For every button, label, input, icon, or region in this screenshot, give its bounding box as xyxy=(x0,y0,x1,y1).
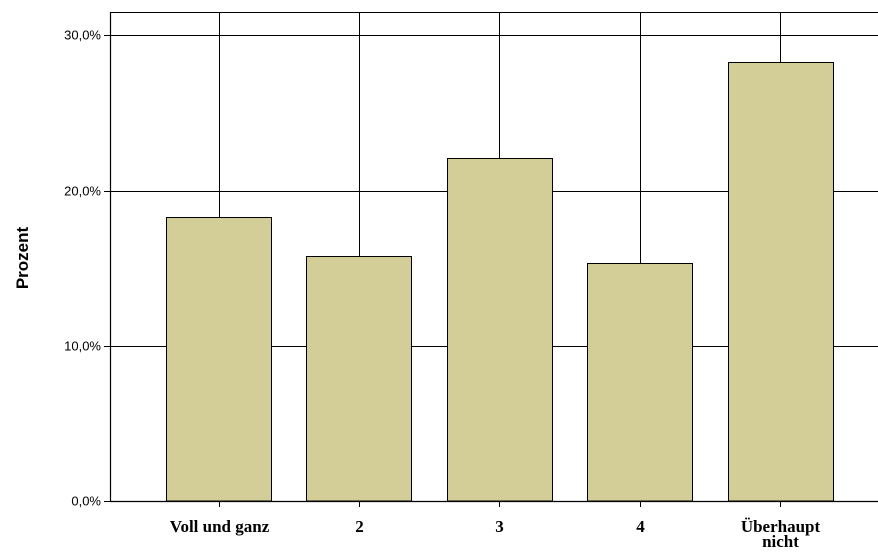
x-tick-label: Überhaupt nicht xyxy=(741,517,821,551)
bar xyxy=(306,256,412,502)
x-tick-label: 3 xyxy=(495,517,504,536)
bar xyxy=(587,263,693,502)
y-tick-label: 10,0% xyxy=(64,339,101,354)
bar xyxy=(728,62,834,502)
y-tick-label: 30,0% xyxy=(64,28,101,43)
bar xyxy=(447,158,553,502)
x-tick-label: 2 xyxy=(355,517,364,536)
x-tick-label: Voll und ganz xyxy=(170,517,270,536)
y-tick-label: 0,0% xyxy=(71,494,101,509)
bar xyxy=(166,217,272,502)
x-tick-labels: Voll und ganz 2 3 4 Überhaupt nicht xyxy=(170,517,821,551)
axes xyxy=(104,12,878,507)
x-tick-label: 4 xyxy=(636,517,645,536)
y-tick-label: 20,0% xyxy=(64,184,101,199)
y-axis-title: Prozent xyxy=(13,226,32,289)
y-tick-labels: 0,0% 10,0% 20,0% 30,0% xyxy=(64,28,101,509)
bars xyxy=(166,62,834,502)
